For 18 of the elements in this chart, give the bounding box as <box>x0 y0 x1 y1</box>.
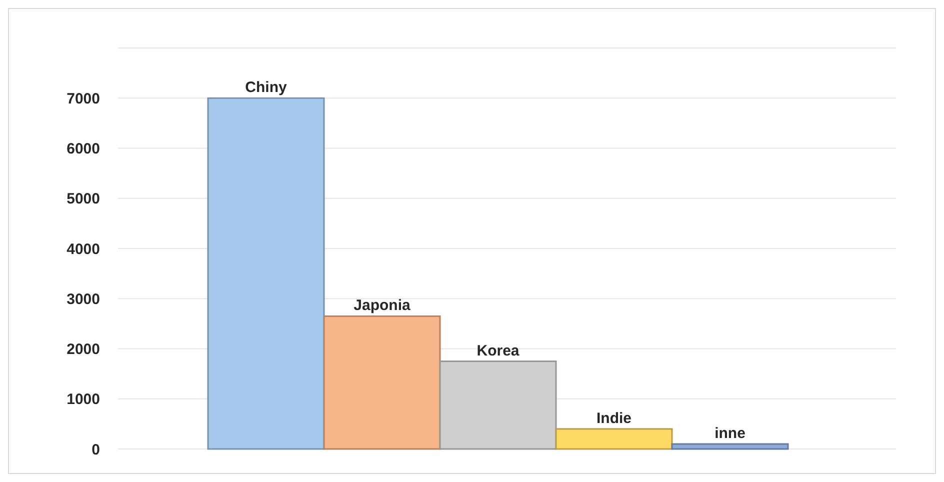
y-tick-label: 4000 <box>66 240 100 258</box>
bar <box>323 315 441 450</box>
x-tick-label: Indie <box>596 410 632 427</box>
y-tick-label: 5000 <box>66 190 100 208</box>
bar <box>207 97 325 450</box>
bar <box>555 428 673 450</box>
y-tick-label: 2000 <box>66 341 100 358</box>
bar <box>439 360 557 450</box>
y-tick-label: 6000 <box>66 140 100 158</box>
bar <box>671 443 789 450</box>
x-tick-label: inne <box>714 424 746 442</box>
y-tick-label: 3000 <box>66 290 100 308</box>
y-tick-label: 1000 <box>66 391 100 408</box>
x-tick-label: Korea <box>476 342 520 360</box>
x-tick-label: Japonia <box>354 297 411 314</box>
y-tick-label: 7000 <box>66 90 100 108</box>
y-tick-label: 0 <box>92 441 100 458</box>
x-tick-label: Chiny <box>245 79 288 96</box>
